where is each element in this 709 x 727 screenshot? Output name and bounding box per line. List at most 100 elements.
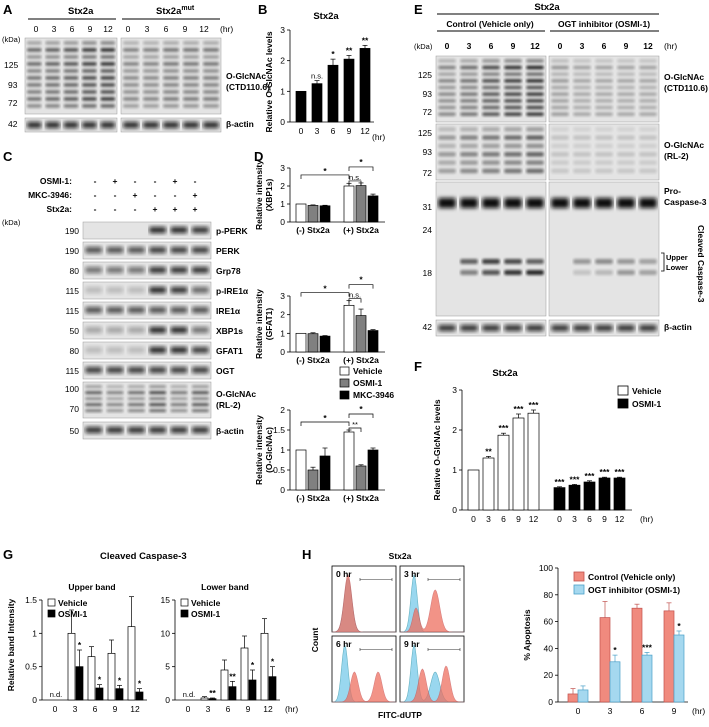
panel-d1-sig-3: n.s. xyxy=(349,173,361,182)
panel-b-sig: * xyxy=(331,49,335,59)
panel-e-blot-rl2-ctrl-band-5-4 xyxy=(526,168,544,174)
panel-e-blot-ctd-ctrl-band-6-4 xyxy=(526,99,544,103)
panel-a-blot-oglcnac-lane-left-band-1-2 xyxy=(63,48,79,52)
panel-h-bar-chart: % Apoptosis 0 20 40 60 80 100 0 * 3 *** 6 * 9 (hr) Cont… xyxy=(522,563,705,716)
panel-d3-bar xyxy=(295,449,307,491)
panel-e-blot-ctd-osmi-band-1-2 xyxy=(595,65,613,70)
panel-c-blot-7-band-0-5 xyxy=(191,367,209,373)
panel-g-lower-x-tick-label: 3 xyxy=(206,704,211,714)
panel-c-sign: - xyxy=(194,176,197,186)
panel-c-sign: + xyxy=(173,176,178,186)
panel-c-blot-7-bg xyxy=(82,361,212,380)
panel-h-flow-gate xyxy=(427,578,461,581)
panel-e-blot-rl2-osmi-band-1-2 xyxy=(595,135,613,140)
panel-c-label: PERK xyxy=(216,246,240,256)
panel-e-blot-rl2-ctrl-band-3-3 xyxy=(504,152,522,157)
panel-a-blot-oglcnac-lane-right-band-0-1 xyxy=(143,41,159,45)
panel-e-blot-rl2-osmi-band-5-4 xyxy=(639,168,657,174)
panel-c-mw: 190 xyxy=(65,226,79,236)
panel-d2-group-label: (-) Stx2a xyxy=(296,355,330,365)
panel-b-y-tick-label: 1 xyxy=(280,86,285,96)
panel-c-blot-2-bg xyxy=(82,261,212,280)
panel-h-bar-osmi xyxy=(577,689,589,703)
panel-h-bar-unit: (hr) xyxy=(692,706,705,716)
panel-e-blot-ctd-ctrl-band-0-2 xyxy=(482,59,500,63)
panel-a-blot-actin xyxy=(24,117,222,133)
panel-e-blot-casp-osmi-band-0-1 xyxy=(573,198,591,208)
panel-c-blot-actin-band-0-4 xyxy=(170,427,188,433)
panel-e-blot-ctd-osmi-band-2-0 xyxy=(551,72,569,76)
panel-e-blot-ctd-ctrl-band-8-4 xyxy=(526,112,544,116)
panel-c-mw: 100 xyxy=(65,384,79,394)
panel-a-label-ctd: (CTD110.6) xyxy=(226,82,270,92)
panel-a-blot-oglcnac-lane-right-band-9-1 xyxy=(143,104,159,108)
panel-d2-ylabel-sub: (GFAT1) xyxy=(264,308,274,341)
panel-h-flow-label: 3 hr xyxy=(404,569,420,579)
panel-a-blot-oglcnac-lane-left-band-7-1 xyxy=(45,90,60,94)
panel-e-mw: 24 xyxy=(423,225,433,235)
panel-d3-bar xyxy=(307,469,319,491)
panel-a-blot-oglcnac-lane-left-band-1-4 xyxy=(100,48,116,52)
panel-d2-ylabel: Relative intensity xyxy=(254,289,264,359)
panel-c-blot-1-band-0-1 xyxy=(106,247,124,253)
panel-a-time-label: 0 xyxy=(34,24,39,34)
panel-e-blot-rl2-ctrl-band-2-0 xyxy=(438,143,456,149)
panel-g-upper-subtitle: Upper band xyxy=(68,582,115,592)
panel-e-blot-rl2-osmi-band-0-0 xyxy=(551,127,569,132)
panel-a-blot-oglcnac-lane-left-band-8-3 xyxy=(82,97,97,101)
panel-a-blot-oglcnac-lane-left-band-1-1 xyxy=(45,48,60,52)
panel-d1-bar xyxy=(319,205,331,223)
panel-e-blot-rl2-osmi-band-5-3 xyxy=(617,168,635,174)
panel-a-blot-oglcnac-lane-left-band-7-2 xyxy=(63,90,79,94)
panel-g-upper-sig: * xyxy=(118,675,122,685)
panel-e-blot-ctd-osmi-band-8-4 xyxy=(639,112,657,116)
panel-e-blot-rl2-ctrl-band-2-3 xyxy=(504,143,522,149)
panel-e-blot-rl2-osmi-band-4-0 xyxy=(551,160,569,165)
panel-e-blot-ctd-ctrl-band-7-3 xyxy=(504,105,522,110)
panel-a-blot-oglcnac-lane-left-band-4-3 xyxy=(82,69,97,73)
panel-b-y-tick-label: 3 xyxy=(280,25,285,35)
panel-e-blot-ctd-ctrl-band-3-3 xyxy=(504,79,522,83)
panel-h-flow-curve-red xyxy=(400,589,464,633)
panel-h-bar-y-tick-label: 100 xyxy=(539,563,553,573)
panel-e-blot-ctd-ctrl-band-0-0 xyxy=(438,59,456,63)
panel-e-unit: (hr) xyxy=(664,41,677,51)
panel-a-blot-oglcnac-lane-right-band-5-3 xyxy=(183,76,199,80)
panel-c-blot-3-band-0-3 xyxy=(149,287,167,293)
panel-e-blot-ctd-ctrl-band-0-1 xyxy=(460,59,478,63)
panel-g-unit: (hr) xyxy=(285,704,298,714)
panel-c-sign: - xyxy=(114,204,117,214)
panel-a-blot-oglcnac-lane-left-band-6-1 xyxy=(45,83,60,87)
panel-c-blot-oglcnac-band-3-0 xyxy=(85,403,103,407)
panel-e-blot-ctd-osmi-band-2-2 xyxy=(595,72,613,76)
panel-c-sign: - xyxy=(114,190,117,200)
panel-a-blot-actin-right-band-0-0 xyxy=(123,122,139,128)
panel-e-blot-casp-ctrl-band-1-3 xyxy=(504,259,522,264)
panel-f-y-tick-label: 0 xyxy=(452,505,457,515)
panel-a-blot-oglcnac-lane-left-band-9-0 xyxy=(26,104,42,108)
panel-d-legend-swatch xyxy=(339,390,350,400)
panel-b-ylabel: Relative O-GlcNAc levels xyxy=(264,31,274,132)
panel-g-lower-legend-label: Vehicle xyxy=(191,598,221,608)
panel-d2-group-label: (+) Stx2a xyxy=(343,355,379,365)
panel-e-label-lower: Lower xyxy=(666,263,688,272)
panel-c-sign: - xyxy=(94,176,97,186)
panel-e-label-pro: Pro- xyxy=(664,186,681,196)
panel-e-blot-actin-ctrl-band-0-1 xyxy=(460,325,478,331)
panel-e-blot-rl2-osmi-band-5-2 xyxy=(595,168,613,174)
panel-g-upper-x-tick-label: 9 xyxy=(113,704,118,714)
panel-c-mw: 50 xyxy=(70,426,80,436)
panel-c-blot-6-band-0-0 xyxy=(85,347,103,353)
panel-c-blot-5-bg xyxy=(82,321,212,340)
panel-c-blot-5-band-0-5 xyxy=(191,327,209,333)
panel-c-label: (RL-2) xyxy=(216,400,241,410)
panel-e-blot-ctd-osmi-band-6-4 xyxy=(639,99,657,103)
panel-a-blot-oglcnac-lane-left-band-3-3 xyxy=(82,62,97,66)
panel-e-blot-ctd-osmi-band-5-2 xyxy=(595,92,613,96)
panel-e-blot-ctd-ctrl-band-4-2 xyxy=(482,85,500,90)
panel-c-blot-oglcnac-band-3-1 xyxy=(106,403,124,407)
panel-c-blot-actin-band-0-3 xyxy=(149,427,167,433)
panel-e-blot-rl2-osmi-band-4-1 xyxy=(573,160,591,165)
panel-e-blot-ctd-osmi-band-3-4 xyxy=(639,79,657,83)
panel-g-lower-y-tick-label: 0 xyxy=(165,695,170,705)
